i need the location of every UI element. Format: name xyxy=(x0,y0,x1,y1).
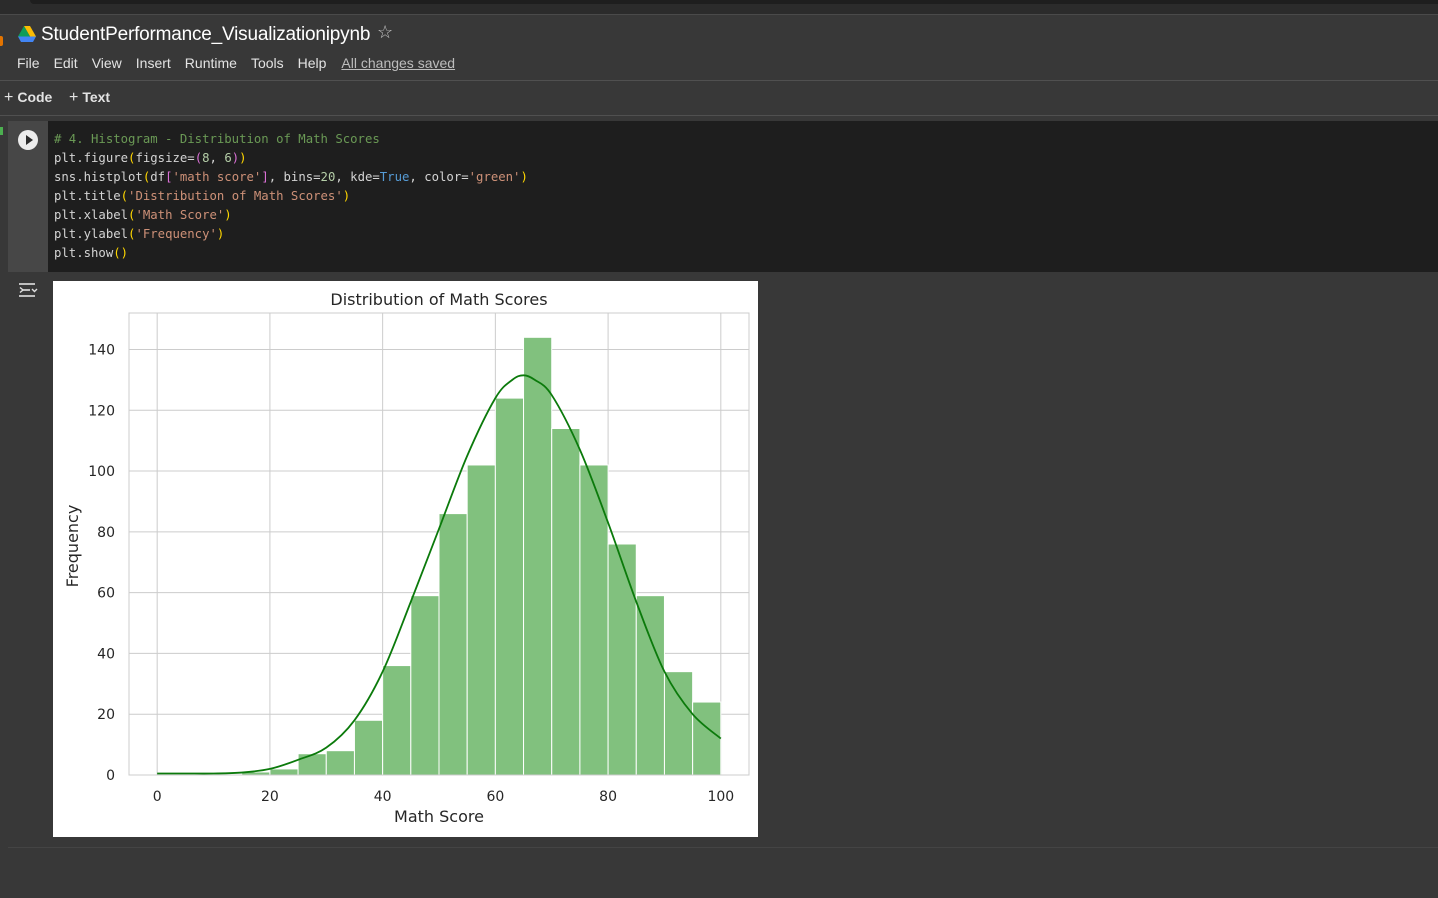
code-line: # 4. Histogram - Distribution of Math Sc… xyxy=(54,132,380,146)
add-code-button[interactable]: + Code xyxy=(4,89,52,107)
notebook-header xyxy=(0,14,1438,81)
add-code-label: Code xyxy=(17,89,53,105)
chart-title: Distribution of Math Scores xyxy=(330,290,547,309)
histogram-bar xyxy=(269,768,299,776)
y-tick-label: 60 xyxy=(97,586,115,602)
cell-toolbar: + Code + Text xyxy=(0,80,1438,116)
code-line: plt.xlabel('Math Score') xyxy=(54,208,232,222)
code-line: plt.figure(figsize=(8, 6)) xyxy=(54,151,247,165)
play-icon[interactable] xyxy=(18,130,38,150)
menu-view[interactable]: View xyxy=(91,55,122,71)
code-editor[interactable]: # 4. Histogram - Distribution of Math Sc… xyxy=(48,121,1438,272)
cell-status-marker xyxy=(0,127,3,135)
notebook-title[interactable]: StudentPerformance_Visualizationipynb xyxy=(41,24,371,45)
x-tick-label: 20 xyxy=(261,789,279,805)
left-accent-marker xyxy=(0,36,3,46)
histogram-bar xyxy=(551,428,581,776)
y-tick-label: 20 xyxy=(97,707,115,723)
menu-tools[interactable]: Tools xyxy=(250,55,284,71)
menu-edit[interactable]: Edit xyxy=(53,55,78,71)
menu-insert[interactable]: Insert xyxy=(135,55,171,71)
histogram-bar xyxy=(438,513,468,776)
plus-icon: + xyxy=(69,89,79,106)
y-tick-label: 120 xyxy=(88,403,115,419)
histogram-bar xyxy=(353,719,384,776)
browser-top-strip xyxy=(0,0,1438,14)
histogram-chart: 0 20 40 60 80 100 0 20 40 60 80 100 120 140 Distribut… xyxy=(63,290,750,826)
y-tick-label: 40 xyxy=(97,646,115,662)
menu-runtime[interactable]: Runtime xyxy=(184,55,237,71)
star-icon[interactable]: ☆ xyxy=(377,22,394,42)
code-line: plt.show() xyxy=(54,246,129,260)
kde-line xyxy=(157,374,722,775)
histogram-bar xyxy=(325,750,355,776)
x-tick-label: 0 xyxy=(153,789,162,805)
x-tick-label: 40 xyxy=(374,789,392,805)
x-tick-label: 80 xyxy=(599,789,617,805)
output-toggle-icon[interactable] xyxy=(18,281,38,299)
menubar: File Edit View Insert Runtime Tools Help… xyxy=(17,55,455,71)
code-line: sns.histplot(df['math score'], bins=20, … xyxy=(54,170,528,184)
y-tick-label: 100 xyxy=(88,464,115,480)
code-text: # 4. Histogram - Distribution of Math Sc… xyxy=(48,121,1438,263)
code-line: plt.ylabel('Frequency') xyxy=(54,227,225,241)
histogram-bar xyxy=(466,464,496,776)
google-drive-icon[interactable] xyxy=(18,26,36,42)
histogram-bar xyxy=(635,595,665,776)
histogram-bar xyxy=(692,701,722,776)
save-status-link[interactable]: All changes saved xyxy=(341,55,456,71)
add-text-button[interactable]: + Text xyxy=(69,89,110,107)
chart-output: 0 20 40 60 80 100 0 20 40 60 80 100 120 140 Distribut… xyxy=(53,281,758,837)
x-tick-label: 60 xyxy=(486,789,504,805)
y-tick-label: 140 xyxy=(88,342,115,358)
y-tick-label: 0 xyxy=(106,768,115,784)
code-line: plt.title('Distribution of Math Scores') xyxy=(54,189,351,203)
y-axis-label: Frequency xyxy=(63,505,82,588)
add-text-label: Text xyxy=(82,89,111,105)
histogram-bar xyxy=(523,336,553,776)
menu-help[interactable]: Help xyxy=(297,55,327,71)
y-tick-label: 80 xyxy=(97,525,115,541)
x-tick-label: 100 xyxy=(707,789,734,805)
histogram-bar xyxy=(607,543,637,776)
histogram-bar xyxy=(410,595,440,776)
x-axis-label: Math Score xyxy=(394,807,484,826)
histogram-bar xyxy=(579,464,609,776)
menu-file[interactable]: File xyxy=(17,55,40,71)
histogram-bar xyxy=(297,753,327,776)
histogram-bar xyxy=(663,671,694,776)
plus-icon: + xyxy=(4,89,14,106)
browser-top-edge xyxy=(30,0,1438,4)
histogram-bar xyxy=(494,397,525,776)
histogram-bar xyxy=(382,665,412,776)
